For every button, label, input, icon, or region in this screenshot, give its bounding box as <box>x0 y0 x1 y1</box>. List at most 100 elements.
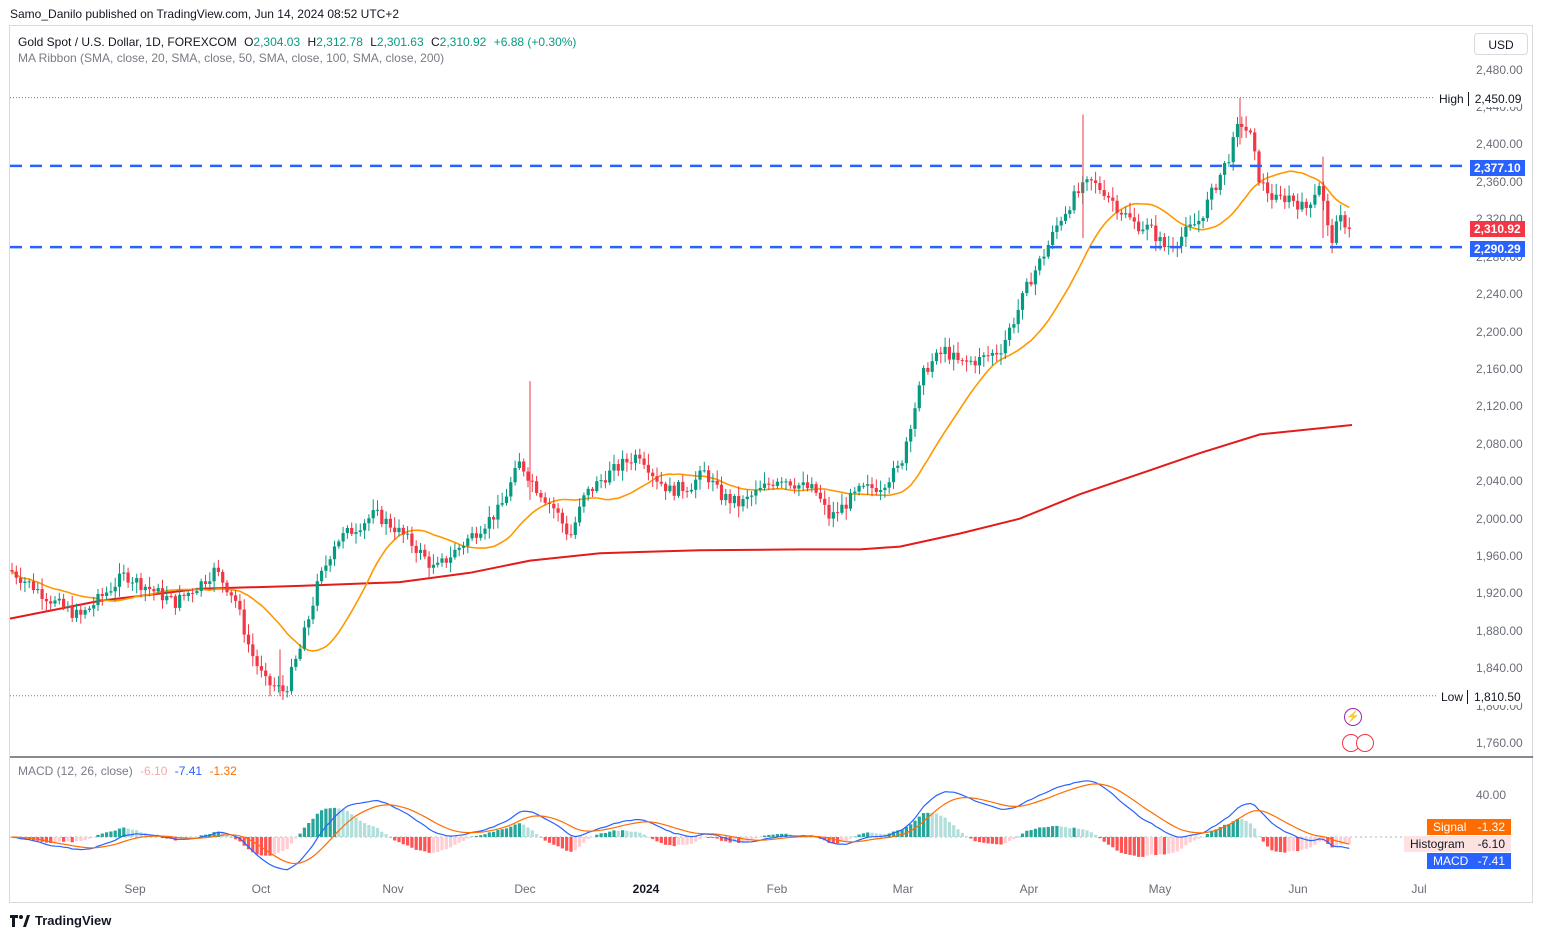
macd-histogram-bar <box>423 837 427 852</box>
candle-up <box>887 482 891 488</box>
macd-histogram-bar <box>160 837 165 839</box>
macd-histogram-bar <box>479 835 483 837</box>
macd-histogram-bar <box>603 832 607 837</box>
macd-histogram-bar <box>582 837 586 843</box>
candle-down <box>1132 217 1136 222</box>
macd-histogram-bar <box>388 837 392 838</box>
candle-up <box>96 593 100 606</box>
footer-brand[interactable]: TradingView <box>10 913 111 928</box>
ma20-line <box>11 170 1350 652</box>
candle-up <box>775 481 779 486</box>
candle-up <box>595 481 599 491</box>
macd-histogram-bar <box>775 834 779 837</box>
candle-up <box>195 591 199 594</box>
candle-up <box>453 549 457 558</box>
macd-histogram-bar <box>672 837 676 847</box>
candle-up <box>1124 213 1128 215</box>
candle-up <box>1287 195 1291 203</box>
macd-histogram-bar <box>384 834 388 837</box>
candle-up <box>1051 231 1055 245</box>
candle-up <box>943 346 947 355</box>
candle-down <box>973 360 977 366</box>
candle-down <box>805 482 810 489</box>
candle-down <box>238 600 242 610</box>
candle-up <box>801 482 805 486</box>
macd-histogram-bar <box>1132 837 1136 856</box>
macd-histogram-bar <box>1038 827 1042 837</box>
candle-down <box>1261 182 1265 184</box>
candle-up <box>345 527 349 534</box>
candle-up <box>1158 236 1162 242</box>
macd-histogram-bar <box>431 837 435 853</box>
candle-up <box>917 385 921 409</box>
macd-histogram-bar <box>956 829 960 837</box>
candle-down <box>1283 195 1287 203</box>
macd-histogram-bar <box>406 837 410 846</box>
macd-histogram-bar <box>930 812 934 837</box>
candle-up <box>698 470 702 480</box>
macd-histogram-bar <box>1180 837 1184 849</box>
macd-histogram-bar <box>337 808 341 837</box>
macd-histogram-bar <box>496 830 500 837</box>
high-marker-label: High <box>1435 92 1469 106</box>
candle-up <box>487 516 491 529</box>
candle-down <box>685 491 689 493</box>
candle-up <box>952 352 956 360</box>
candle-up <box>1025 281 1029 294</box>
lightning-event-icon[interactable]: ⚡ <box>1344 708 1362 726</box>
macd-histogram-bar <box>758 837 762 838</box>
macd-histogram-bar <box>724 837 728 842</box>
price-tick-label: 2,160.00 <box>1476 361 1523 376</box>
footer-brand-text: TradingView <box>35 913 112 928</box>
macd-histogram-bar <box>1330 837 1334 848</box>
candle-up <box>311 605 315 620</box>
candle-up <box>848 493 853 509</box>
candle-up <box>1145 224 1149 230</box>
macd-histogram-bar <box>939 815 943 837</box>
candle-down <box>535 481 539 494</box>
price-tick-label: 1,880.00 <box>1476 623 1523 638</box>
candle-up <box>969 360 973 362</box>
macd-histogram-bar <box>715 837 719 839</box>
candle-down <box>1029 281 1033 285</box>
candle-up <box>1210 187 1214 200</box>
macd-legend[interactable]: MACD (12, 26, close) -6.10 -7.41 -1.32 <box>18 764 237 778</box>
candle-up <box>87 608 91 610</box>
time-tick-label: Sep <box>124 882 146 896</box>
macd-pane <box>10 780 1466 871</box>
candle-down <box>1098 183 1102 191</box>
candle-down <box>1270 193 1274 200</box>
macd-histogram-bar <box>707 837 711 838</box>
candle-up <box>117 573 122 587</box>
candle-down <box>1119 212 1123 215</box>
macd-histogram-bar <box>62 837 66 842</box>
macd-histogram-bar <box>1094 834 1098 837</box>
candle-down <box>530 480 534 482</box>
candle-down <box>148 586 152 590</box>
macd-histogram-bar <box>917 816 921 837</box>
us-flag-event-icon-2[interactable] <box>1356 734 1374 752</box>
macd-histogram-bar <box>358 820 362 837</box>
candle-down <box>960 360 964 362</box>
low-label: L <box>370 35 377 49</box>
ma-ribbon-legend[interactable]: MA Ribbon (SMA, close, 20, SMA, close, 5… <box>18 51 445 65</box>
macd-legend-hist: -6.10 <box>140 764 168 778</box>
macd-histogram-bar <box>595 834 599 837</box>
macd-histogram-bar <box>49 837 53 844</box>
macd-histogram-bar <box>522 824 526 837</box>
candle-down <box>844 504 848 509</box>
candle-up <box>105 592 109 596</box>
macd-histogram-bar <box>547 837 552 843</box>
low-value: 2,301.63 <box>376 35 424 49</box>
macd-histogram-bar <box>1244 820 1248 837</box>
price-tick-label: 2,200.00 <box>1476 324 1523 339</box>
macd-histogram-bar <box>1274 837 1278 852</box>
currency-button[interactable]: USD <box>1474 33 1528 55</box>
candle-up <box>780 481 784 483</box>
candle-up <box>1003 339 1007 354</box>
macd-histogram-bar <box>302 827 306 837</box>
macd-histogram-bar <box>608 831 612 837</box>
symbol-legend: Gold Spot / U.S. Dollar, 1D, FOREXCOM O2… <box>18 35 576 49</box>
macd-histogram-bar <box>866 832 870 837</box>
